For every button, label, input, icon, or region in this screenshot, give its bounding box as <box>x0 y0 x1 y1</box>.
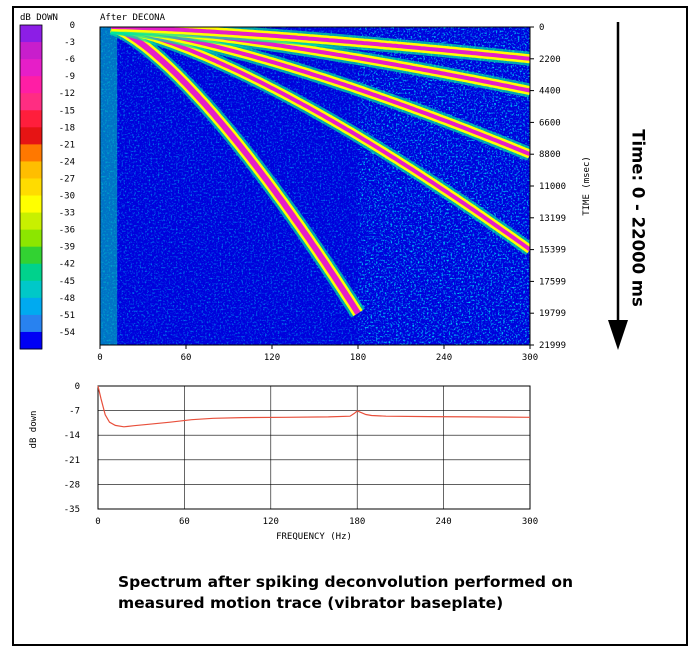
sweep-5th <box>111 27 530 61</box>
colorbar-cell <box>20 110 42 128</box>
heatmap-y-tick-label: 2200 <box>539 55 561 65</box>
colorbar-cell <box>20 263 42 282</box>
colorbar-label: -15 <box>59 106 75 116</box>
colorbar-label: -48 <box>59 294 75 304</box>
spectrum-series-line <box>97 385 531 428</box>
colorbar-label: -39 <box>59 243 75 253</box>
colorbar-cell <box>20 229 42 248</box>
colorbar-cell <box>20 178 42 197</box>
colorbar-cell <box>20 59 42 77</box>
colorbar-label: -42 <box>59 260 75 270</box>
figure-frame <box>12 6 688 646</box>
colorbar-label: -51 <box>59 311 75 321</box>
colorbar-cell <box>20 246 42 265</box>
line-plot-x-label: FREQUENCY (Hz) <box>276 532 352 542</box>
colorbar-label: -6 <box>64 55 75 65</box>
heatmap-axes: 0 60 120 180 240 300 0 2200 4400 6600 8800 11000 131… <box>97 23 566 363</box>
colorbar-cell <box>20 280 42 299</box>
heatmap-x-tick-label: 120 <box>264 353 280 363</box>
heatmap-y-tick-label: 15399 <box>539 246 566 256</box>
line-plot-y-tick-label: -14 <box>64 431 80 441</box>
caption-line-2: measured motion trace (vibrator baseplat… <box>118 594 504 612</box>
time-range-annotation: Time: 0 - 22000 ms <box>628 98 648 338</box>
colorbar-cell <box>20 42 42 60</box>
line-plot-x-tick-label: 0 <box>95 517 100 527</box>
heatmap-y-tick-label: 21999 <box>539 341 566 351</box>
line-plot-y-tick-label: -35 <box>64 505 80 515</box>
colorbar-label: -45 <box>59 277 75 287</box>
time-axis-label: TIME (msec) <box>582 156 592 216</box>
heatmap-y-tick-label: 0 <box>539 23 544 33</box>
colorbar-border <box>19 24 43 350</box>
colorbar-label: -9 <box>64 72 75 82</box>
caption-line-1: Spectrum after spiking deconvolution per… <box>118 573 574 591</box>
line-plot-y-tick-label: 0 <box>75 382 80 392</box>
colorbar-label: -21 <box>59 140 75 150</box>
spectrum-line-plot: 0 -7 -14 -21 -28 -35 0 60 120 180 240 300 FREQUENCY … <box>29 382 538 542</box>
colorbar-label: -18 <box>59 123 75 133</box>
time-range-text: Time: 0 - 22000 ms <box>628 129 648 307</box>
line-plot-border <box>97 385 531 510</box>
colorbar-cell <box>20 331 42 350</box>
colorbar-label: -3 <box>64 38 75 48</box>
colorbar-cell <box>20 297 42 316</box>
line-plot-x-tick-label: 300 <box>522 517 538 527</box>
colorbar-cell <box>20 161 42 179</box>
sweep-fundamental <box>110 27 361 315</box>
heatmap-y-tick-label: 8800 <box>539 150 561 160</box>
heatmap-x-tick-label: 300 <box>522 353 538 363</box>
heatmap-y-tick-label: 13199 <box>539 214 566 224</box>
colorbar-label: -54 <box>59 328 75 338</box>
sweep-2nd <box>111 27 530 252</box>
colorbar-label: 0 <box>70 21 75 31</box>
heatmap-x-tick-label: 0 <box>97 353 102 363</box>
colorbar-cell <box>20 25 42 43</box>
heatmap-x-tick-label: 240 <box>436 353 452 363</box>
colorbar-cell <box>20 144 42 162</box>
heatmap-y-tick-label: 4400 <box>539 87 561 97</box>
heatmap-plot <box>100 27 530 345</box>
heatmap-y-tick-label: 17599 <box>539 277 566 287</box>
line-plot-y-label: dB down <box>29 411 39 449</box>
heatmap-title: After DECONA <box>100 13 166 23</box>
colorbar: 0 -3 -6 -9 -12 -15 -18 -21 -24 -27 -30 -33 -36 -39 -42… <box>19 21 75 350</box>
line-plot-x-tick-label: 60 <box>179 517 190 527</box>
colorbar-cell <box>20 93 42 111</box>
figure-caption: Spectrum after spiking deconvolution per… <box>118 572 638 614</box>
time-arrow-head <box>608 320 628 350</box>
heatmap-y-tick-label: 19799 <box>539 309 566 319</box>
colorbar-label: -36 <box>59 226 75 236</box>
colorbar-title: dB DOWN <box>20 13 58 23</box>
colorbar-label: -24 <box>59 157 75 167</box>
colorbar-label: -12 <box>59 89 75 99</box>
line-plot-x-tick-label: 120 <box>263 517 279 527</box>
heatmap-y-tick-label: 11000 <box>539 182 566 192</box>
line-plot-y-tick-label: -7 <box>69 407 80 417</box>
colorbar-cell <box>20 195 42 214</box>
colorbar-label: -27 <box>59 174 75 184</box>
line-plot-y-tick-label: -28 <box>64 480 80 490</box>
colorbar-cell <box>20 76 42 94</box>
heatmap-x-tick-label: 60 <box>181 353 192 363</box>
line-plot-y-tick-label: -21 <box>64 456 80 466</box>
colorbar-label: -30 <box>59 192 75 202</box>
colorbar-cell <box>20 212 42 231</box>
colorbar-label: -33 <box>59 209 75 219</box>
low-frequency-band <box>100 27 118 345</box>
colorbar-cell <box>20 314 42 333</box>
heatmap-y-tick-label: 6600 <box>539 118 561 128</box>
heatmap-x-tick-label: 180 <box>350 353 366 363</box>
line-plot-x-tick-label: 240 <box>435 517 451 527</box>
colorbar-cell <box>20 127 42 145</box>
line-plot-x-tick-label: 180 <box>349 517 365 527</box>
